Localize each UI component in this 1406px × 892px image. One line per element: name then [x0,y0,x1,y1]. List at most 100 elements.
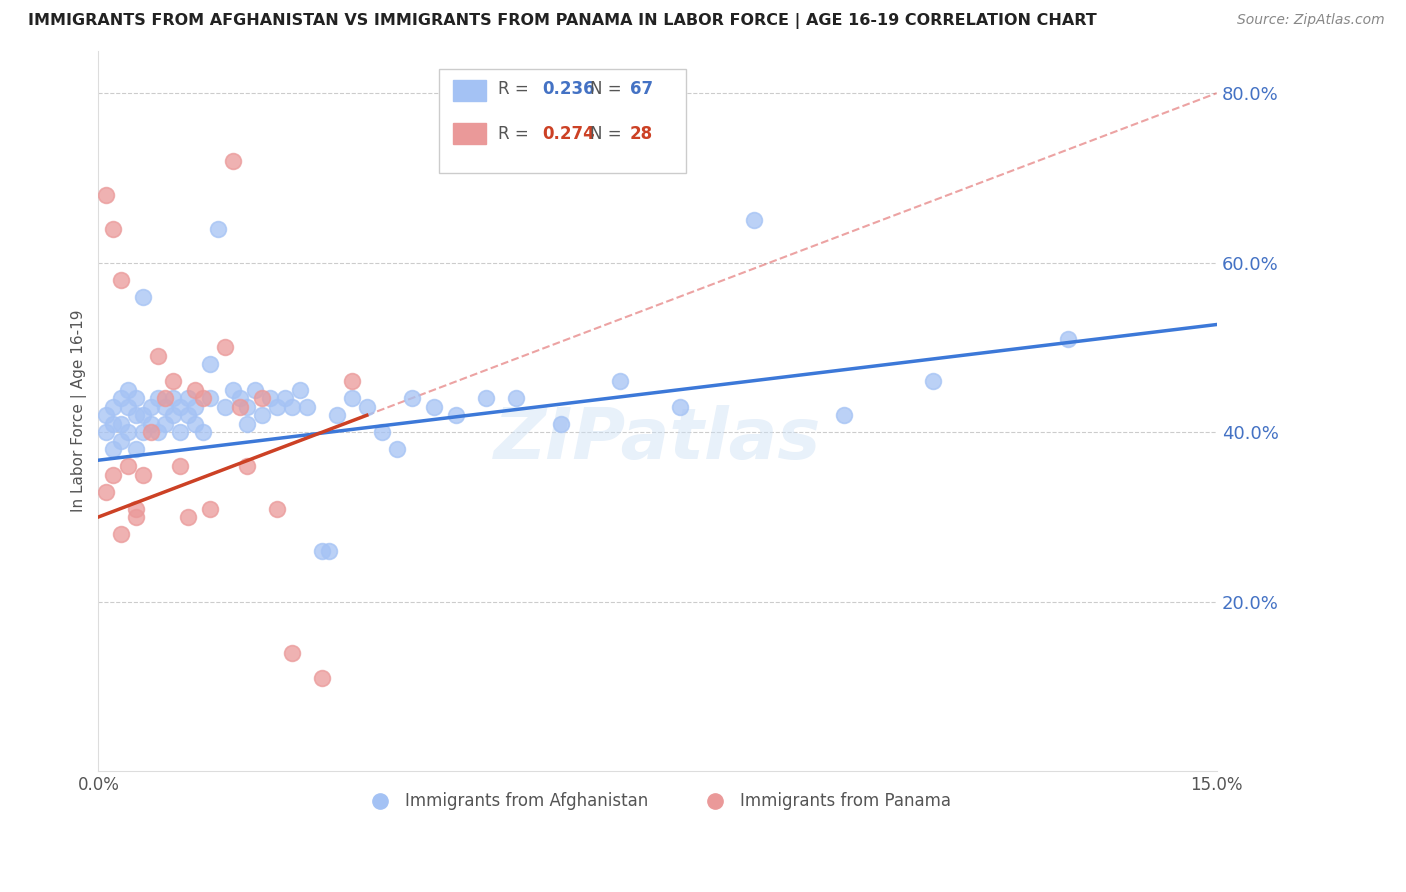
Point [146,392,169,406]
Point [281,400,304,414]
Point [117,383,139,397]
Point [94,409,117,423]
Text: 28: 28 [630,125,652,143]
Text: Source: ZipAtlas.com: Source: ZipAtlas.com [1237,13,1385,28]
Point [401,392,423,406]
Point [311,671,333,685]
Point [155,400,177,414]
Point [184,400,207,414]
Point [132,425,155,440]
Point [214,341,236,355]
Point [132,289,155,303]
Point [124,392,146,406]
Point [214,400,236,414]
Point [295,400,318,414]
Point [103,400,125,414]
Point [207,221,229,235]
Point [832,409,855,423]
Point [139,417,162,431]
Point [669,400,692,414]
Point [124,510,146,524]
Point [169,400,191,414]
Point [124,409,146,423]
Point [198,501,221,516]
Point [922,375,945,389]
Text: N =: N = [591,80,627,98]
Point [475,392,498,406]
Point [311,544,333,558]
Point [184,417,207,431]
Point [1056,332,1078,346]
Text: R =: R = [498,80,534,98]
Point [177,392,200,406]
Point [229,392,252,406]
Point [252,392,274,406]
Point [243,383,266,397]
Point [340,392,363,406]
Text: 0.236: 0.236 [543,80,595,98]
FancyBboxPatch shape [453,79,486,101]
Point [236,400,259,414]
Point [124,501,146,516]
Point [550,417,572,431]
Point [177,409,200,423]
Point [266,400,288,414]
Point [155,392,177,406]
Point [103,442,125,457]
Y-axis label: In Labor Force | Age 16-19: In Labor Force | Age 16-19 [72,310,87,512]
Point [744,213,766,227]
Point [326,409,349,423]
Point [423,400,446,414]
Point [132,467,155,482]
Point [169,459,191,474]
Point [117,400,139,414]
Point [446,409,468,423]
Point [94,187,117,202]
Point [162,392,184,406]
Point [229,400,252,414]
Point [169,425,191,440]
Point [177,510,200,524]
Point [94,484,117,499]
Point [370,425,392,440]
Point [198,358,221,372]
Point [318,544,340,558]
Point [110,527,132,541]
FancyBboxPatch shape [453,123,486,145]
Point [110,392,132,406]
Point [117,459,139,474]
FancyBboxPatch shape [440,69,686,173]
Point [103,221,125,235]
Point [609,375,631,389]
Text: IMMIGRANTS FROM AFGHANISTAN VS IMMIGRANTS FROM PANAMA IN LABOR FORCE | AGE 16-19: IMMIGRANTS FROM AFGHANISTAN VS IMMIGRANT… [28,13,1097,29]
Point [505,392,527,406]
Point [139,400,162,414]
Point [103,467,125,482]
Point [110,434,132,448]
Point [184,383,207,397]
Point [281,646,304,660]
Point [117,425,139,440]
Point [155,417,177,431]
Text: N =: N = [591,125,627,143]
Point [274,392,297,406]
Legend: Immigrants from Afghanistan, Immigrants from Panama: Immigrants from Afghanistan, Immigrants … [357,786,957,817]
Point [221,383,243,397]
Point [356,400,378,414]
Text: ZIPatlas: ZIPatlas [494,405,821,475]
Text: 0.274: 0.274 [543,125,595,143]
Point [132,409,155,423]
Point [288,383,311,397]
Point [236,417,259,431]
Point [110,417,132,431]
Point [221,153,243,168]
Point [162,375,184,389]
Point [110,272,132,286]
Point [146,349,169,363]
Point [266,501,288,516]
Point [340,375,363,389]
Point [124,442,146,457]
Point [146,425,169,440]
Point [103,417,125,431]
Text: 67: 67 [630,80,652,98]
